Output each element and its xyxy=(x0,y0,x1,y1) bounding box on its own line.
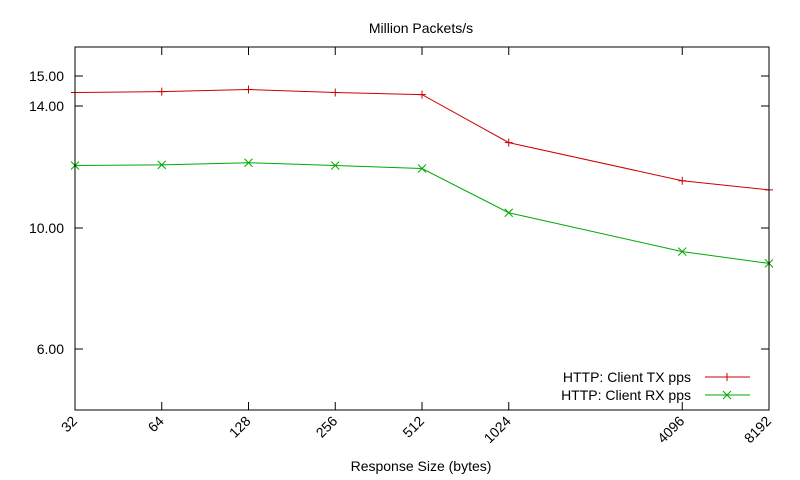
data-point xyxy=(504,208,514,218)
chart-title: Million Packets/s xyxy=(369,20,473,36)
x-tick-label: 8192 xyxy=(741,413,774,446)
plot-area xyxy=(70,85,774,268)
legend-label: HTTP: Client TX pps xyxy=(563,369,691,385)
series-client-tx xyxy=(71,85,773,194)
legend-swatch-marker xyxy=(722,390,732,400)
x-tick-label: 128 xyxy=(226,413,254,441)
y-tick-label: 14.00 xyxy=(29,98,64,114)
y-tick-label: 10.00 xyxy=(29,220,64,236)
data-point xyxy=(418,90,426,99)
data-point xyxy=(417,164,427,173)
data-point xyxy=(677,247,687,256)
y-tick-label: 6.00 xyxy=(37,341,64,357)
data-point xyxy=(157,87,166,96)
legend: HTTP: Client TX pps HTTP: Client RX pps xyxy=(561,369,750,403)
series-line xyxy=(74,162,770,264)
y-axis: 6.00 10.00 14.00 15.00 xyxy=(29,68,769,357)
x-tick-label: 512 xyxy=(399,413,427,441)
x-axis-title: Response Size (bytes) xyxy=(351,458,492,474)
data-point xyxy=(244,158,253,168)
data-point xyxy=(157,160,167,170)
data-point xyxy=(504,138,513,147)
plot-frame xyxy=(74,46,770,411)
legend-label: HTTP: Client RX pps xyxy=(561,387,691,403)
x-tick-label: 64 xyxy=(145,413,167,435)
y-tick-label: 15.00 xyxy=(29,68,64,84)
data-point xyxy=(330,161,340,170)
x-tick-label: 4096 xyxy=(654,413,687,446)
x-tick-label: 256 xyxy=(313,413,341,441)
data-point xyxy=(244,85,253,94)
x-tick-label: 32 xyxy=(58,413,80,435)
series-client-rx xyxy=(70,158,774,268)
data-point xyxy=(678,176,687,185)
series-line xyxy=(74,88,770,191)
x-tick-label: 1024 xyxy=(481,413,514,446)
legend-swatch-marker xyxy=(723,373,731,381)
data-point xyxy=(331,88,340,97)
